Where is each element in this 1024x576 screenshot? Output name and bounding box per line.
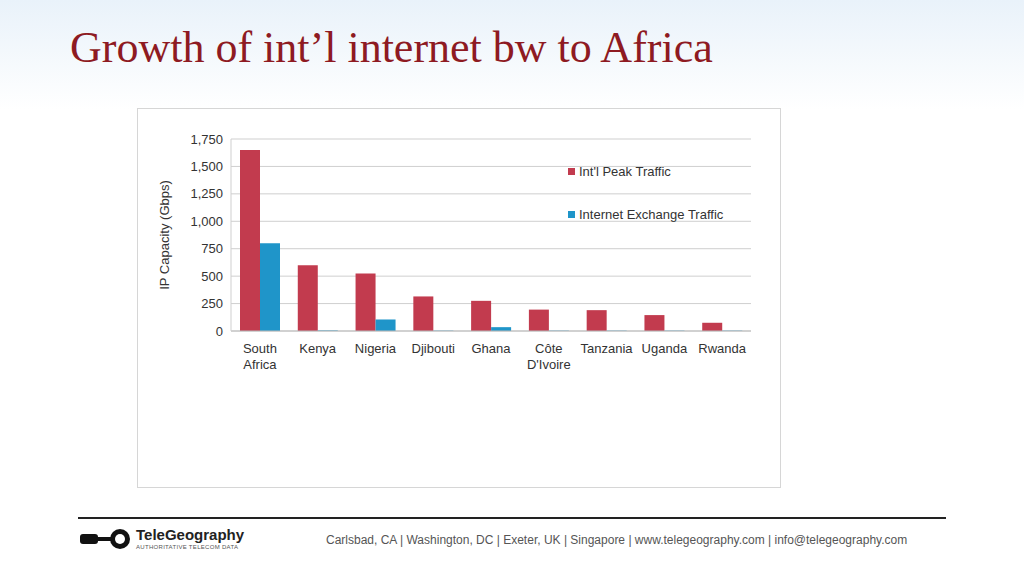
svg-text:1,250: 1,250: [190, 186, 223, 201]
svg-text:Djibouti: Djibouti: [412, 341, 455, 356]
svg-text:1,750: 1,750: [190, 132, 223, 147]
svg-text:Ghana: Ghana: [471, 341, 511, 356]
html-text:Carlsbad, CA | Washington, DC: Carlsbad, CA | Washington, DC | Exeter, …: [326, 533, 908, 547]
svg-text:250: 250: [201, 296, 223, 311]
svg-text:Rwanda: Rwanda: [698, 341, 746, 356]
svg-text:IP Capacity (Gbps): IP Capacity (Gbps): [157, 180, 172, 290]
html-text:AUTHORITATIVE TELECOM DATA: AUTHORITATIVE TELECOM DATA: [136, 544, 239, 550]
html-text:Internet Exchange Traffic: Internet Exchange Traffic: [579, 206, 724, 222]
svg-text:0: 0: [216, 324, 223, 339]
html-text:TeleGeography: TeleGeography: [136, 526, 245, 543]
svg-text:CôteD'Ivoire: CôteD'Ivoire: [527, 341, 571, 372]
svg-text:750: 750: [201, 241, 223, 256]
svg-text:Tanzania: Tanzania: [581, 341, 634, 356]
html-text:Growth of int’l internet bw to: Growth of int’l internet bw to Africa: [70, 23, 713, 72]
svg-text:Nigeria: Nigeria: [355, 341, 397, 356]
html-text:Int'l Peak Traffic: Int'l Peak Traffic: [579, 163, 671, 179]
svg-text:Uganda: Uganda: [642, 341, 688, 356]
svg-text:500: 500: [201, 269, 223, 284]
svg-text:Kenya: Kenya: [299, 341, 337, 356]
svg-text:1,500: 1,500: [190, 159, 223, 174]
svg-text:SouthAfrica: SouthAfrica: [243, 341, 277, 372]
svg-text:1,000: 1,000: [190, 214, 223, 229]
